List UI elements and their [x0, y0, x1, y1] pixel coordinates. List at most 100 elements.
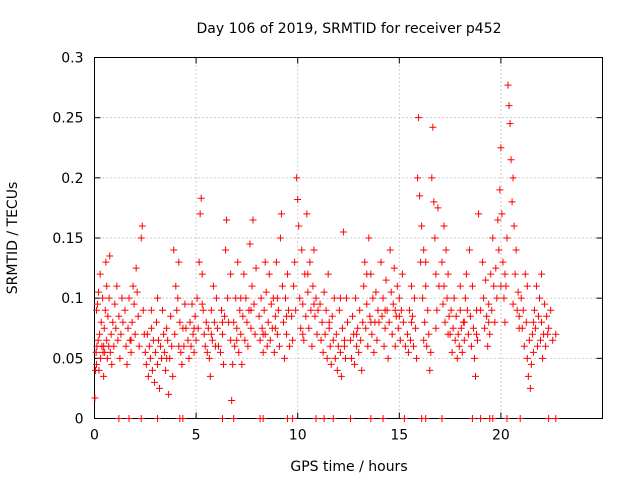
data-point — [460, 336, 468, 344]
data-point — [422, 258, 430, 266]
data-point — [127, 348, 135, 356]
data-point — [365, 234, 373, 242]
data-point — [421, 318, 429, 326]
data-point — [218, 306, 225, 314]
data-point — [147, 324, 155, 332]
data-point — [444, 330, 452, 338]
data-point — [296, 294, 304, 302]
data-point — [503, 234, 511, 242]
data-point — [455, 342, 463, 350]
data-point — [273, 330, 281, 338]
data-point — [525, 336, 533, 344]
data-point — [213, 324, 221, 332]
data-point — [123, 360, 131, 368]
data-point — [506, 120, 514, 128]
data-point — [374, 306, 382, 314]
data-point — [328, 312, 336, 320]
data-point — [389, 300, 397, 308]
data-point — [536, 294, 544, 302]
data-point — [196, 210, 204, 218]
data-point — [467, 342, 475, 350]
data-point — [496, 186, 504, 194]
data-point — [458, 348, 466, 356]
data-point — [499, 258, 507, 266]
data-point — [216, 348, 224, 356]
data-point — [518, 324, 526, 332]
data-point — [543, 312, 551, 320]
data-point — [230, 415, 238, 422]
data-point — [407, 318, 415, 326]
data-point — [552, 415, 560, 422]
x-tick-label: 5 — [192, 428, 201, 444]
data-point — [468, 415, 476, 422]
data-point — [223, 216, 231, 224]
data-point — [461, 294, 469, 302]
data-point — [299, 330, 307, 338]
data-point — [249, 216, 257, 224]
data-point — [159, 306, 167, 314]
data-point — [488, 306, 496, 314]
data-point — [230, 318, 238, 326]
data-point — [353, 330, 361, 338]
data-point — [134, 312, 142, 320]
data-point — [238, 360, 246, 368]
data-point — [507, 156, 515, 164]
data-point — [419, 294, 427, 302]
data-point — [244, 342, 252, 350]
data-point — [450, 294, 458, 302]
data-point — [94, 336, 102, 344]
data-point — [96, 270, 104, 278]
data-point — [184, 336, 192, 344]
data-point — [460, 318, 468, 326]
data-point — [156, 384, 164, 392]
data-point — [490, 282, 498, 290]
data-point — [142, 360, 150, 368]
data-point — [284, 270, 292, 278]
data-point — [364, 342, 372, 350]
data-point — [298, 246, 306, 254]
chart-title: Day 106 of 2019, SRMTID for receiver p45… — [196, 21, 501, 37]
data-point — [397, 306, 405, 314]
data-point — [331, 354, 339, 362]
data-point — [515, 312, 523, 320]
data-point — [388, 330, 396, 338]
data-point — [275, 342, 283, 350]
data-point — [97, 354, 105, 362]
data-point — [239, 312, 247, 320]
data-point — [237, 294, 245, 302]
data-point — [322, 306, 330, 314]
data-point — [266, 336, 274, 344]
data-point — [498, 210, 506, 218]
data-point — [152, 318, 160, 326]
data-point — [395, 312, 403, 320]
data-point — [248, 282, 256, 290]
data-point — [162, 366, 170, 374]
data-point — [113, 282, 121, 290]
data-point — [304, 288, 312, 296]
data-point — [200, 330, 208, 338]
data-point — [340, 342, 348, 350]
data-point — [178, 360, 186, 368]
data-point — [412, 324, 420, 332]
data-point — [468, 282, 476, 290]
y-tick-label: 0 — [75, 412, 84, 428]
data-point — [305, 324, 313, 332]
data-point — [320, 415, 328, 422]
data-point — [105, 294, 113, 302]
data-point — [271, 312, 279, 320]
data-point — [530, 306, 538, 314]
data-point — [102, 258, 110, 266]
data-point — [219, 318, 227, 326]
data-point — [349, 312, 357, 320]
data-point — [128, 318, 136, 326]
data-point — [466, 312, 474, 320]
data-point — [329, 415, 337, 422]
data-point — [396, 336, 404, 344]
data-point — [423, 342, 431, 350]
data-point — [100, 342, 108, 350]
data-point — [401, 342, 409, 350]
data-point — [338, 324, 346, 332]
data-point — [477, 415, 485, 422]
data-point — [219, 330, 227, 338]
data-point — [161, 348, 169, 356]
